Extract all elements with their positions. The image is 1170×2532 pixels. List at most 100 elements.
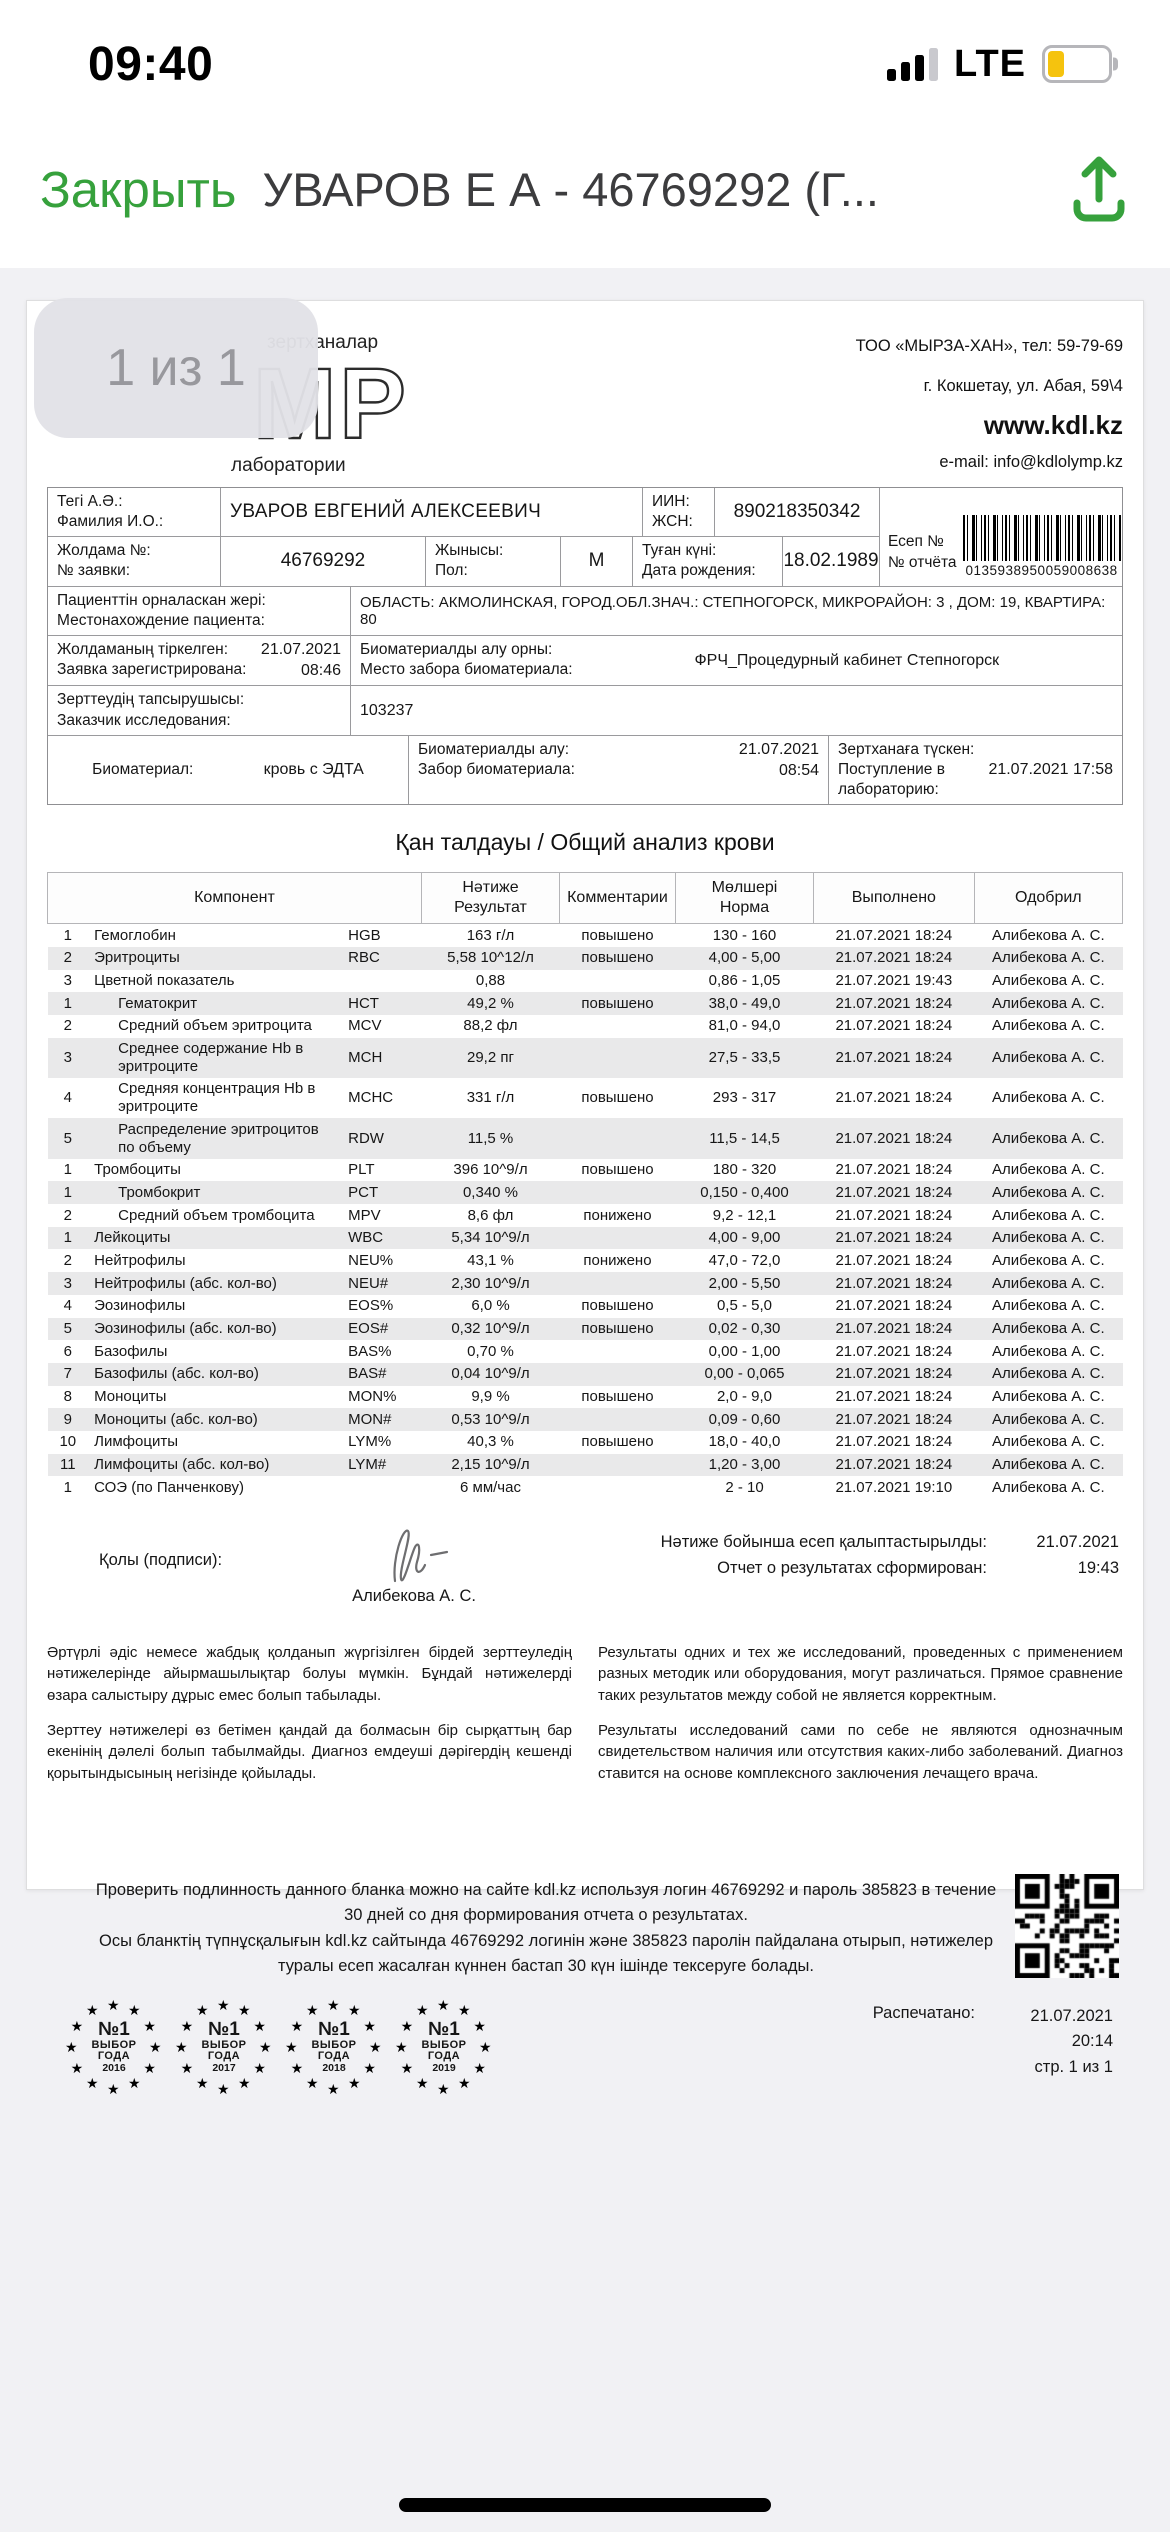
received-cell: Зертханаға түскен: Поступление в лаборат… bbox=[828, 735, 1122, 805]
status-bar: 09:40 LTE bbox=[0, 0, 1170, 110]
printed-info: Распечатано: 21.07.2021 20:14 стр. 1 из … bbox=[873, 2004, 1123, 2081]
patient-full-name: УВАРОВ ЕВГЕНИЙ АЛЕКСЕЕВИЧ bbox=[220, 488, 642, 537]
logo-text-ru: лаборатории bbox=[231, 455, 346, 476]
result-row: 2 Нейтрофилы NEU% 43,1 % понижено 47,0 - 72,0… bbox=[63, 1251, 1105, 1269]
signature-icon bbox=[393, 1529, 449, 1583]
org-contacts: ТОО «МЫРЗА-ХАН», тел: 59-79-69 г. Кокшет… bbox=[856, 327, 1123, 475]
sex-label: Жынысы: Пол: bbox=[425, 537, 560, 586]
result-row: 3 Среднее содержание Hb в эритроците MCH 29… bbox=[47, 1037, 1123, 1078]
sampling-site-value: ФРЧ_Процедурный кабинет Степногорск bbox=[694, 651, 1000, 669]
award-badge: ★ ★ ★ ★ ★ ★ ★ ★ ★ ★ ★ ★ №1 ВЫБОР ГОДА 2016 bbox=[65, 1996, 162, 2097]
results-table: Компонент Нәтиже Результат Комментарии М… bbox=[47, 872, 1124, 1499]
verify-text-ru: Проверить подлинность данного бланка мож… bbox=[95, 1880, 997, 1925]
birth-date: 18.02.1989 bbox=[782, 537, 879, 586]
star-ring-icon: ★ ★ ★ ★ ★ ★ ★ ★ ★ ★ ★ ★ bbox=[65, 1996, 162, 2097]
result-row: 1 Тромбоциты PLT 396 10^9/л повышено 180 - 32… bbox=[63, 1161, 1105, 1179]
status-icons: LTE bbox=[887, 42, 1118, 86]
org-name-phone: ТОО «МЫРЗА-ХАН», тел: 59-79-69 bbox=[855, 337, 1123, 355]
result-row: 7 Базофилы (абс. кол-во) BAS# 0,04 10^9/л 0,… bbox=[47, 1362, 1123, 1386]
star-ring-icon: ★ ★ ★ ★ ★ ★ ★ ★ ★ ★ ★ ★ bbox=[175, 1996, 272, 2097]
order-number: 46769292 bbox=[220, 537, 425, 586]
network-type-label: LTE bbox=[954, 42, 1026, 85]
col-done: Выполнено bbox=[813, 872, 975, 925]
org-email: e-mail: info@kdlolymp.kz bbox=[939, 452, 1123, 471]
battery-fill bbox=[1048, 51, 1064, 77]
result-row: 3 Цветной показатель 0,88 0,86 - 1,05 21.07.… bbox=[63, 972, 1105, 990]
result-row: 5 Эозинофилы (абс. кол-во) EOS# 0,32 10^9/л… bbox=[47, 1317, 1123, 1341]
result-row: 2 Средний объем эритроцита MCV 88,2 фл 81,0 … bbox=[63, 1017, 1105, 1035]
result-row: 4 Эозинофилы EOS% 6,0 % повышено 0,5 - 5,0 21.… bbox=[63, 1297, 1105, 1315]
patient-row-customer: Зерттеудің тапсырушысы: Заказчик исследо… bbox=[48, 685, 1122, 735]
barcode-image bbox=[962, 514, 1121, 561]
sex-value: М bbox=[560, 537, 632, 586]
star-ring-icon: ★ ★ ★ ★ ★ ★ ★ ★ ★ ★ ★ ★ bbox=[285, 1996, 382, 2097]
close-button[interactable]: Закрыть bbox=[40, 160, 237, 218]
battery-cap bbox=[1113, 57, 1118, 71]
award-badge: ★ ★ ★ ★ ★ ★ ★ ★ ★ ★ ★ ★ №1 ВЫБОР ГОДА 2017 bbox=[175, 1996, 272, 2097]
award-badges: ★ ★ ★ ★ ★ ★ ★ ★ ★ ★ ★ ★ №1 ВЫБОР ГОДА 2016 ★ ★ ★ ★ ★ ★ ★ ★… bbox=[65, 1998, 493, 2096]
result-row: 1 Лейкоциты WBC 5,34 10^9/л 4,00 - 9,00 21.07… bbox=[47, 1226, 1123, 1250]
result-row: 8 Моноциты MON% 9,9 % повышено 2,0 - 9,0 21.07… bbox=[63, 1388, 1105, 1406]
registered-datetime: 21.07.2021 08:46 bbox=[260, 640, 341, 679]
page-indicator-pill: 1 из 1 bbox=[34, 298, 318, 438]
location-label: Пациенттін орналаскан жері: Местонахожде… bbox=[57, 591, 266, 629]
biomaterial-value: кровь с ЭДТА bbox=[263, 760, 364, 778]
birth-label: Туған күні: Дата рождения: bbox=[632, 537, 782, 586]
disclaimer-section: Әртүрлі әдіс немесе жабдық қолданып жүрг… bbox=[47, 1642, 1123, 1798]
printed-values: 21.07.2021 20:14 стр. 1 из 1 bbox=[1030, 2006, 1113, 2076]
verify-text-kk: Осы бланктің түпнұсқалығын kdl.kz сайтын… bbox=[98, 1931, 993, 1976]
signature-section: Қолы (подписи): Алибекова А. С. Нәтиже б… bbox=[47, 1521, 1123, 1606]
sampling-cell: Биоматериалды алу: Забор биоматериала: 2… bbox=[408, 735, 828, 805]
disclaimer-kazakh: Әртүрлі әдіс немесе жабдық қолданып жүрг… bbox=[47, 1644, 572, 1782]
star-ring-icon: ★ ★ ★ ★ ★ ★ ★ ★ ★ ★ ★ ★ bbox=[395, 1996, 492, 2097]
registered-cell: Жолдаманың тіркелген: Заявка зарегистрир… bbox=[48, 636, 350, 686]
patient-row-location: Пациенттін орналаскан жері: Местонахожде… bbox=[48, 585, 1122, 635]
share-upload-icon bbox=[1073, 156, 1125, 221]
report-formed-datetime: 21.07.2021 19:43 bbox=[1036, 1533, 1119, 1578]
result-row: 6 Базофилы BAS% 0,70 % 0,00 - 1,00 21.07.2021… bbox=[63, 1342, 1105, 1360]
award-badge: ★ ★ ★ ★ ★ ★ ★ ★ ★ ★ ★ ★ №1 ВЫБОР ГОДА 2018 bbox=[285, 1996, 382, 2097]
patient-row-registration: Жолдаманың тіркелген: Заявка зарегистрир… bbox=[48, 634, 1122, 686]
result-row: 4 Средняя концентрация Hb в эритроците MCH… bbox=[63, 1080, 1105, 1116]
received-datetime: 21.07.2021 17:58 bbox=[988, 760, 1113, 778]
verification-section: Проверить подлинность данного бланка мож… bbox=[47, 1873, 1123, 1982]
disclaimer-russian: Результаты одних и тех же исследований, … bbox=[598, 1644, 1123, 1782]
battery-icon bbox=[1042, 45, 1118, 83]
report-formed-block: Нәтиже бойынша есеп қалыптастырылды: Отч… bbox=[661, 1521, 1123, 1582]
report-number-label: Есеп № № отчёта bbox=[888, 532, 957, 571]
sampling-datetime: 21.07.2021 08:54 bbox=[738, 740, 819, 779]
lab-report-page: зертханалар МР лаборатории ТОО «МЫРЗА-ХА… bbox=[26, 300, 1144, 2096]
result-row: 1 Гемоглобин HGB 163 г/л повышено 130 - 160 21… bbox=[63, 926, 1105, 944]
customer-label: Зерттеудің тапсырушысы: Заказчик исследо… bbox=[57, 691, 245, 729]
status-time: 09:40 bbox=[88, 37, 214, 91]
signal-strength-icon bbox=[887, 47, 939, 81]
result-row: 2 Эритроциты RBC 5,58 10^12/л повышено 4,00 -… bbox=[47, 946, 1123, 970]
biomaterial-cell: Биоматериал: кровь с ЭДТА bbox=[92, 760, 364, 778]
patient-row-biomaterial: Биоматериал: кровь с ЭДТА Биоматериалды … bbox=[48, 734, 1122, 805]
org-address: г. Кокшетау, ул. Абая, 59\4 bbox=[923, 376, 1123, 395]
patient-row-name: Тегі А.Ә.: Фамилия И.О.: УВАРОВ ЕВГЕНИЙ … bbox=[48, 488, 879, 537]
result-row: 2 Средний объем тромбоцита MPV 8,6 фл пониже… bbox=[63, 1206, 1105, 1224]
results-table-body: 1 Гемоглобин HGB 163 г/л повышено 130 - 160 21… bbox=[47, 924, 1123, 1499]
report-number-cell: Есеп № № отчёта 0135938950059008638 bbox=[879, 488, 1122, 586]
customer-value: 103237 bbox=[350, 686, 1122, 735]
result-row: 1 СОЭ (по Панченкову) 6 мм/час 2 - 10 21.07.… bbox=[63, 1478, 1105, 1496]
printed-label: Распечатано: bbox=[872, 2003, 975, 2022]
patient-info-table: Тегі А.Ә.: Фамилия И.О.: УВАРОВ ЕВГЕНИЙ … bbox=[47, 487, 1123, 806]
document-title: УВАРОВ Е А - 46769292 (Г... bbox=[262, 162, 879, 216]
location-value: ОБЛАСТЬ: АКМОЛИНСКАЯ, ГОРОД.ОБЛ.ЗНАЧ.: С… bbox=[350, 586, 1122, 635]
result-row: 3 Нейтрофилы (абс. кол-во) NEU# 2,30 10^9/л… bbox=[47, 1272, 1123, 1295]
col-component: Компонент bbox=[47, 872, 422, 925]
result-row: 1 Тромбокрит PCT 0,340 % 0,150 - 0,400 21.07.… bbox=[47, 1181, 1123, 1205]
document-viewport[interactable]: 1 из 1 зертханалар МР лаборатории ТОО «М… bbox=[0, 268, 1170, 2532]
result-row: 1 Гематокрит HCT 49,2 % повышено 38,0 - 49,0 2… bbox=[47, 992, 1123, 1015]
report-footer: ★ ★ ★ ★ ★ ★ ★ ★ ★ ★ ★ ★ №1 ВЫБОР ГОДА 2016 ★ ★ ★ ★ ★ ★ ★ ★… bbox=[47, 1998, 1123, 2096]
home-indicator[interactable] bbox=[399, 2498, 771, 2512]
result-row: 5 Распределение эритроцитов по объему RDW 1… bbox=[47, 1118, 1123, 1159]
approver-name: Алибекова А. С. bbox=[352, 1587, 476, 1606]
share-button[interactable] bbox=[1068, 153, 1130, 226]
col-comments: Комментарии bbox=[559, 872, 676, 925]
org-website: www.kdl.kz bbox=[983, 409, 1123, 440]
col-result: Нәтиже Результат bbox=[420, 872, 561, 925]
